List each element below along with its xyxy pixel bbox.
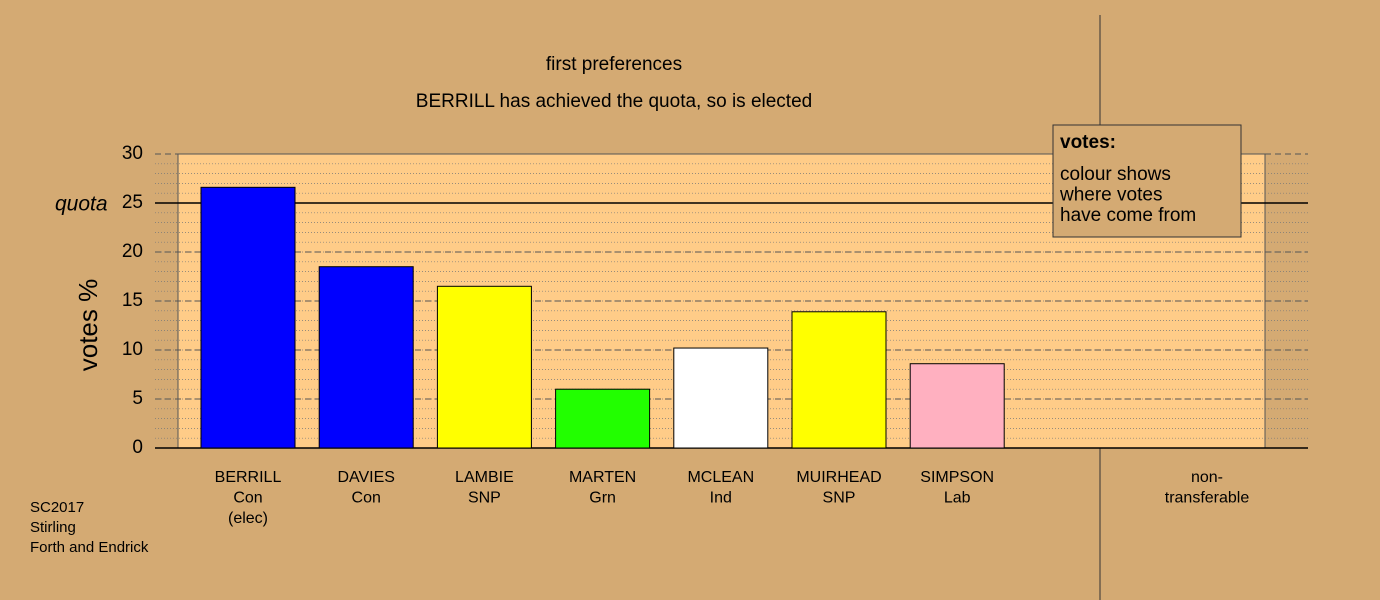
bar: [318, 266, 414, 449]
x-tick-label: LAMBIE: [455, 469, 514, 486]
legend-text: colour shows: [1060, 164, 1171, 185]
x-tick-label: (elec): [228, 510, 268, 527]
bar: [555, 388, 651, 449]
bar: [200, 186, 296, 449]
legend-box: [1052, 124, 1242, 238]
x-tick-label: BERRILL: [215, 469, 282, 486]
x-tick-label: SNP: [468, 490, 501, 507]
quota-label: quota: [55, 193, 108, 216]
x-tick-label: non-: [1191, 469, 1223, 486]
legend-title: votes:: [1060, 132, 1116, 153]
x-tick-label: SNP: [823, 490, 856, 507]
x-tick-label: Con: [233, 490, 262, 507]
x-tick-label: Ind: [710, 490, 732, 507]
y-tick-label: 0: [132, 437, 143, 458]
x-tick-label: Lab: [944, 490, 971, 507]
bar: [673, 347, 769, 449]
bar: [791, 311, 887, 449]
x-tick-label: DAVIES: [337, 469, 395, 486]
x-tick-label: transferable: [1165, 490, 1250, 507]
footer-text: SC2017: [30, 499, 84, 516]
bar: [436, 285, 532, 449]
legend-text: have come from: [1060, 205, 1196, 226]
x-tick-label: MCLEAN: [687, 469, 754, 486]
x-tick-label: Con: [352, 490, 381, 507]
bar: [909, 363, 1005, 449]
x-tick-label: MUIRHEAD: [796, 469, 881, 486]
y-tick-label: 30: [122, 143, 143, 164]
x-tick-label: Grn: [589, 490, 616, 507]
chart-title: first preferences: [546, 54, 682, 75]
x-tick-label: SIMPSON: [920, 469, 994, 486]
footer-text: Stirling: [30, 519, 76, 536]
y-axis-label: votes %: [73, 279, 103, 372]
footer-text: Forth and Endrick: [30, 539, 149, 556]
y-tick-label: 20: [122, 241, 143, 262]
x-tick-label: MARTEN: [569, 469, 636, 486]
legend-text: where votes: [1059, 185, 1162, 206]
y-tick-label: 15: [122, 290, 143, 311]
y-tick-label: 25: [122, 192, 143, 213]
y-tick-label: 5: [132, 388, 143, 409]
chart-subtitle: BERRILL has achieved the quota, so is el…: [416, 91, 812, 112]
y-tick-label: 10: [122, 339, 143, 360]
